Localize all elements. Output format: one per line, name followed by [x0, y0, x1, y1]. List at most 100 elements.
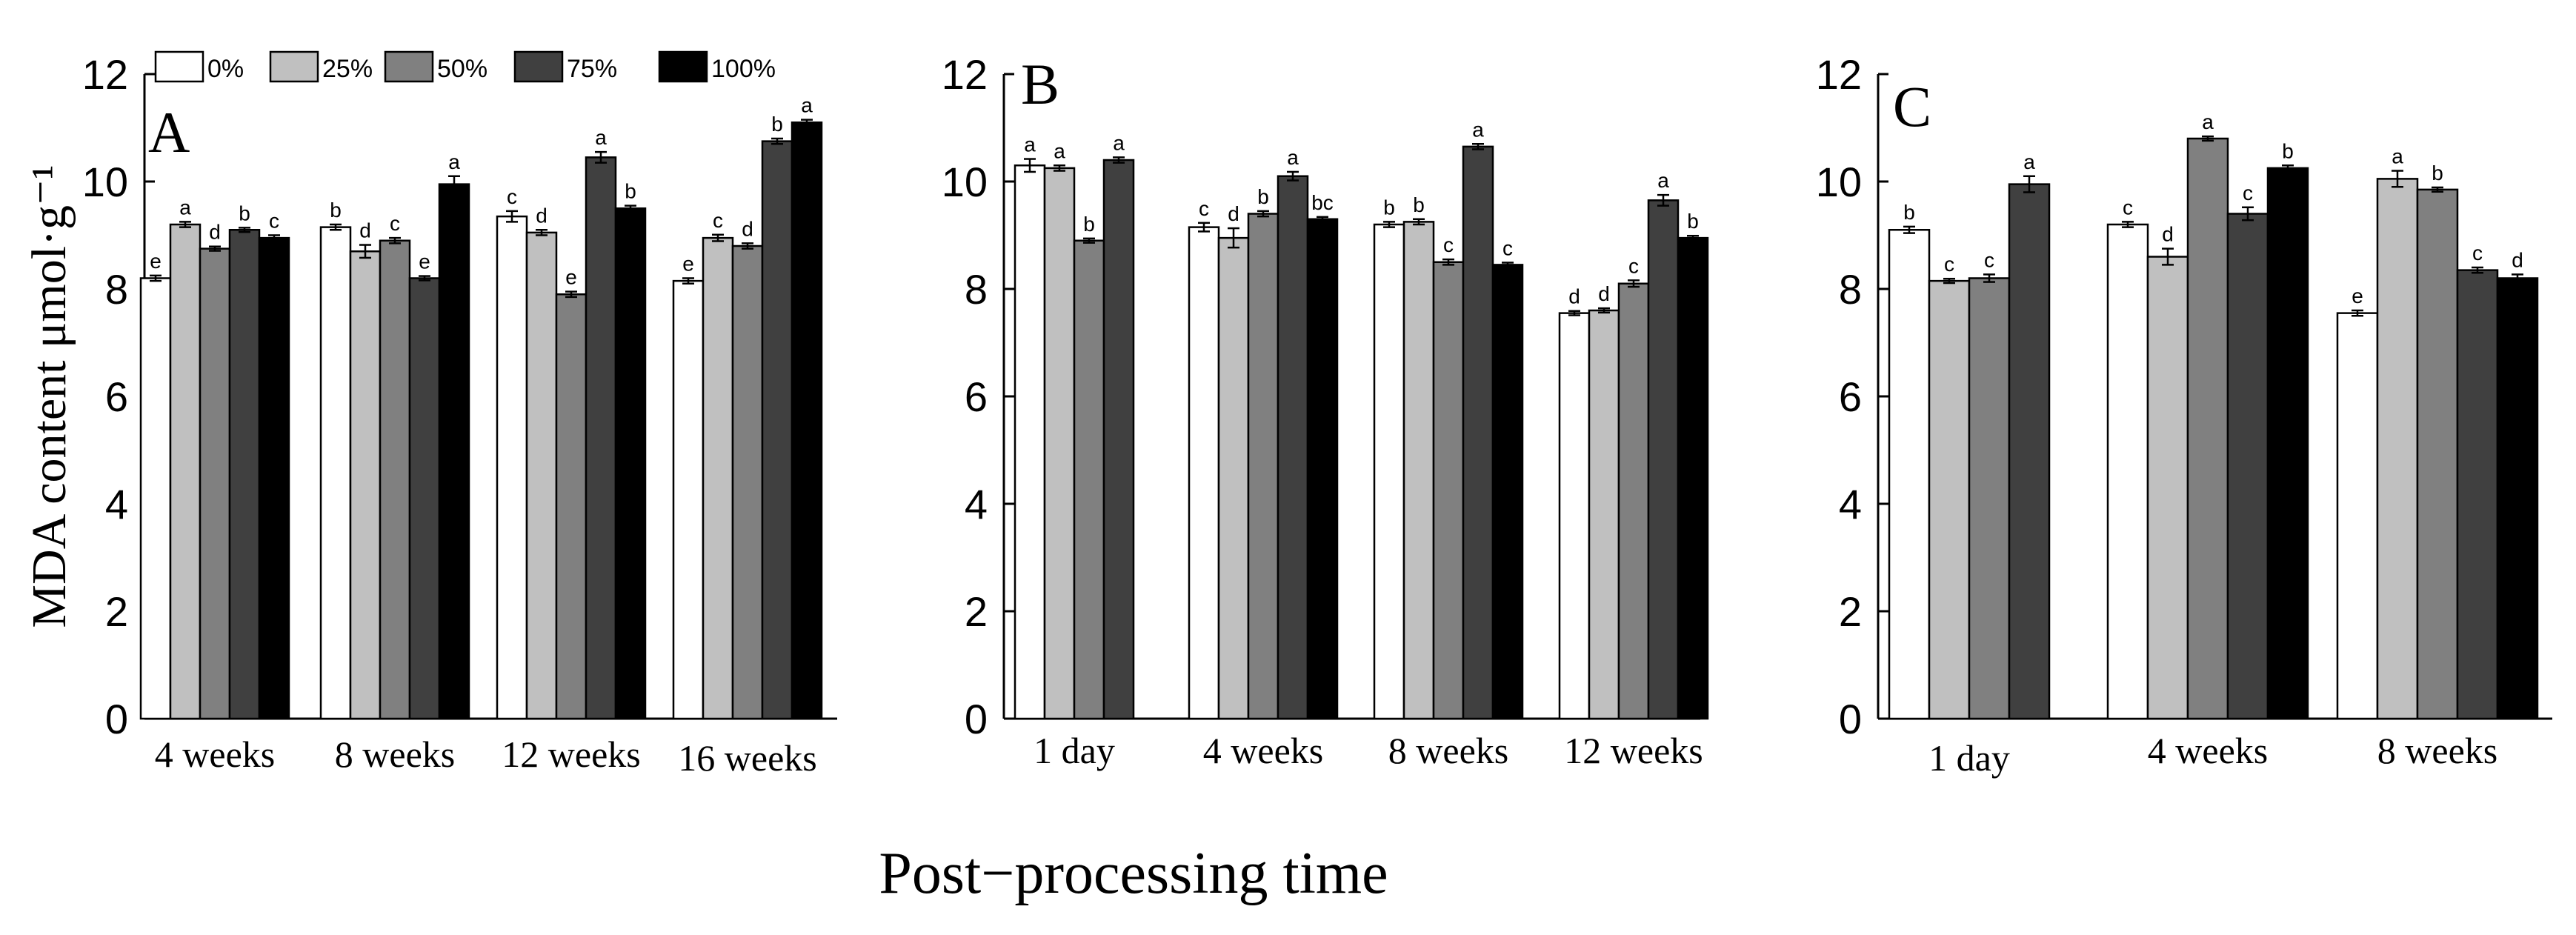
y-tick-label: 10 [942, 159, 988, 205]
bar [2336, 312, 2379, 720]
y-tick-label: 2 [1839, 588, 1862, 635]
legend-swatch [513, 50, 564, 83]
significance-letter: a [595, 126, 607, 149]
bar [672, 279, 705, 720]
bar [2106, 223, 2149, 720]
significance-letter: c [1944, 253, 1954, 276]
significance-letter: d [1598, 282, 1610, 305]
significance-letter: b [1413, 193, 1425, 216]
significance-letter: b [1687, 210, 1699, 233]
bar [349, 250, 382, 720]
significance-letter: b [2282, 139, 2294, 162]
panel-label: C [1893, 74, 1931, 139]
y-tick-label: 6 [1839, 373, 1862, 420]
significance-letter: b [1257, 185, 1269, 208]
significance-letter: c [269, 210, 279, 233]
bar [555, 293, 588, 720]
legend-label: 50% [437, 55, 487, 83]
significance-letter: a [1113, 131, 1125, 154]
y-tick-label: 8 [965, 266, 988, 313]
legend-label: 25% [322, 55, 373, 83]
y-tick-label: 0 [1839, 696, 1862, 742]
significance-letter: a [1287, 146, 1299, 169]
significance-letter: a [2202, 110, 2214, 133]
significance-letter: e [150, 250, 162, 273]
y-tick-label: 2 [965, 588, 988, 635]
significance-letter: d [2162, 223, 2174, 246]
significance-letter: c [1199, 197, 1209, 220]
legend: 0% 25% 50% 75% 100% [154, 50, 776, 83]
bar [761, 140, 793, 720]
significance-letter: e [2352, 285, 2363, 307]
significance-letter: e [565, 266, 577, 289]
panel-label: B [1021, 52, 1059, 116]
bar [169, 223, 202, 720]
bar [702, 236, 734, 720]
y-tick-label: 6 [105, 373, 128, 420]
y-tick-label: 4 [105, 481, 128, 528]
bar [2186, 137, 2229, 720]
significance-letter: a [448, 150, 460, 173]
bar [258, 236, 290, 720]
bar [525, 231, 558, 720]
significance-letter: c [2472, 242, 2483, 264]
significance-letter: d [2512, 248, 2523, 271]
significance-letter: b [2432, 162, 2443, 184]
significance-letter: c [2243, 182, 2253, 204]
bar [199, 247, 231, 720]
x-tick-label: 8 weeks [1388, 730, 1508, 771]
x-tick-label: 8 weeks [2377, 730, 2497, 771]
y-tick-label: 12 [82, 51, 128, 98]
bar [1968, 277, 2011, 720]
bar [1014, 164, 1046, 720]
bar [1432, 261, 1465, 720]
significance-letter: c [390, 212, 400, 235]
bar [585, 156, 617, 720]
bar [1558, 312, 1591, 720]
significance-letter: a [1054, 139, 1065, 162]
significance-letter: a [801, 94, 813, 117]
bar [791, 122, 823, 720]
legend-swatch [154, 50, 204, 83]
y-tick-label: 0 [965, 696, 988, 742]
x-axis-title: Post−processing time [879, 841, 1388, 906]
bar [731, 244, 764, 720]
bar [1617, 282, 1650, 720]
bar [379, 239, 411, 720]
y-tick-label: 8 [105, 266, 128, 313]
x-tick-label: 4 weeks [155, 733, 275, 775]
significance-letter: bc [1311, 191, 1334, 214]
significance-letter: c [1984, 248, 1994, 271]
bar [2456, 269, 2499, 720]
significance-letter: d [1228, 202, 1239, 225]
legend-swatch [269, 50, 319, 83]
legend-swatch [658, 50, 708, 83]
bar [1462, 145, 1494, 720]
bar [2416, 188, 2459, 720]
bar [1647, 199, 1680, 720]
y-tick-label: 2 [105, 588, 128, 635]
bar [2226, 213, 2269, 720]
significance-letter: d [536, 204, 548, 227]
panel-label: A [148, 100, 190, 164]
panel-C: 0 2 4 6 8 10 12 Cb c c a 1 day c d a c b 4 weeks e a b c d 8 we… [1816, 51, 2552, 779]
bar [496, 215, 528, 720]
significance-letter: a [1472, 118, 1484, 141]
significance-letter: c [713, 209, 723, 232]
bar [1188, 226, 1220, 720]
bar [1247, 213, 1279, 720]
x-tick-label: 8 weeks [335, 733, 455, 775]
legend-swatch [384, 50, 434, 83]
significance-letter: d [1568, 285, 1580, 308]
legend-label: 0% [207, 55, 244, 83]
bar [1677, 236, 1709, 720]
bar [2266, 167, 2309, 720]
bar [319, 226, 352, 720]
y-tick-label: 12 [1816, 51, 1862, 98]
significance-letter: c [507, 185, 517, 208]
y-axis-title: MDA content μmol·g⁻¹ [22, 164, 76, 628]
significance-letter: c [1502, 236, 1513, 259]
